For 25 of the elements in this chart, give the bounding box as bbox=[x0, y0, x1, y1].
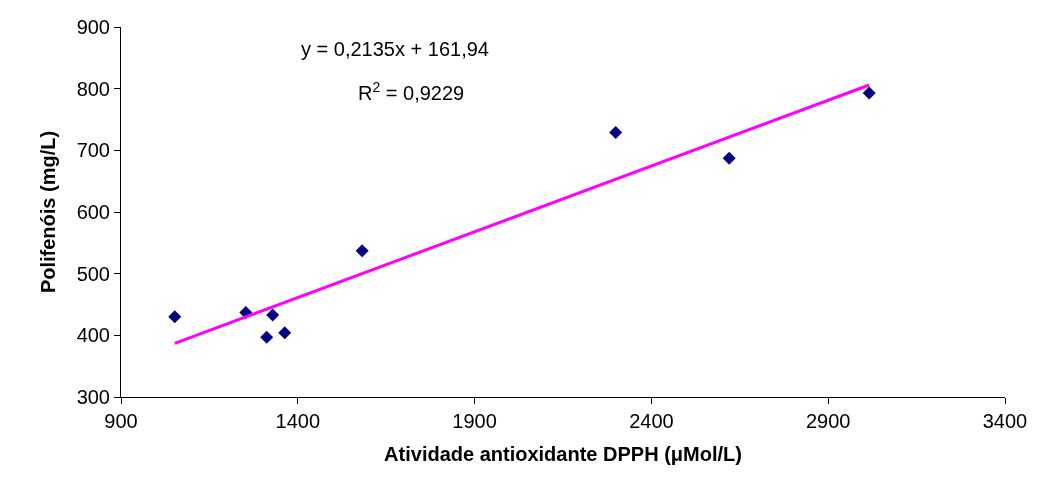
point bbox=[355, 244, 369, 258]
point bbox=[609, 125, 623, 139]
y-tick-label: 600 bbox=[76, 201, 110, 223]
annotation: R$^{2}$ = 0,9229 bbox=[358, 79, 465, 105]
y-tick-label: 700 bbox=[76, 139, 110, 162]
x-tick-label: 900 bbox=[104, 410, 138, 432]
point bbox=[278, 326, 292, 340]
x-tick-label: 2400 bbox=[629, 410, 674, 432]
point bbox=[862, 86, 876, 100]
annotation: y = 0,2135x + 161,94 bbox=[301, 38, 489, 60]
x-tick-label: 1900 bbox=[452, 410, 497, 432]
y-tick-label: 500 bbox=[76, 262, 110, 285]
y-tick-label: 900 bbox=[76, 16, 110, 38]
y-tick-label: 400 bbox=[76, 324, 110, 347]
x-tick-label: 3400 bbox=[982, 410, 1028, 432]
x-tick-label: 1400 bbox=[275, 410, 321, 432]
y-tick-label: 800 bbox=[76, 77, 110, 100]
x-axis-title: Atividade antioxidante DPPH (μMol/L) bbox=[384, 442, 742, 465]
point bbox=[168, 310, 182, 324]
x-tick-label: 2900 bbox=[805, 410, 851, 432]
y-tick-label: 300 bbox=[76, 386, 110, 408]
point bbox=[260, 330, 274, 344]
y-axis-title: Polifenóis (mg/L) bbox=[37, 130, 60, 294]
point bbox=[266, 308, 280, 322]
point bbox=[722, 151, 736, 165]
